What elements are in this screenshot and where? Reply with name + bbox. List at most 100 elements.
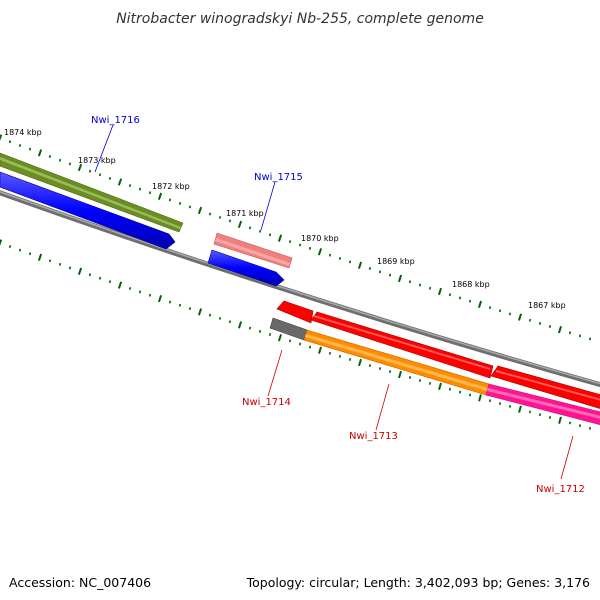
tick-mark-major xyxy=(237,220,243,229)
tick-mark-minor xyxy=(578,334,582,338)
tick-mark-minor xyxy=(508,404,512,408)
tick-mark-minor xyxy=(88,169,92,173)
tick-mark-major xyxy=(318,346,322,354)
tick-mark-minor xyxy=(48,155,52,159)
cog-bar-highlight xyxy=(215,238,290,266)
gene-labels: Nwi_1716 Nwi_1715 Nwi_1714 Nwi_1713 Nwi_… xyxy=(91,115,585,495)
gene-label-nwi-1715[interactable]: Nwi_1715 xyxy=(254,172,303,183)
gene-nwi-1715-arrow[interactable] xyxy=(207,249,285,287)
tick-mark-minor xyxy=(18,248,22,252)
tick-mark-major xyxy=(277,334,283,342)
gene-nwi-1714-cog-bar[interactable] xyxy=(269,317,308,341)
tick-mark-minor xyxy=(268,333,272,337)
leader-line xyxy=(94,124,114,173)
tick-mark-minor xyxy=(208,313,212,317)
tick-mark-major xyxy=(558,416,562,424)
tick-mark-minor xyxy=(28,147,32,151)
tick-mark-major xyxy=(317,248,323,256)
scale-ticks-outer xyxy=(0,134,592,341)
tick-mark-minor xyxy=(528,410,532,414)
tick-mark-major xyxy=(37,149,43,157)
tick-mark-major xyxy=(237,321,243,329)
tick-mark-minor xyxy=(258,229,262,233)
tick-label-1867: 1867 kbp xyxy=(528,301,566,310)
tick-mark-minor xyxy=(378,367,382,371)
tick-mark-major xyxy=(357,261,363,269)
tick-mark-minor xyxy=(548,325,552,329)
tick-mark-minor xyxy=(188,307,192,311)
leader-line xyxy=(560,435,574,480)
cog-track-reverse xyxy=(269,317,600,426)
tick-mark-minor xyxy=(328,351,332,355)
tick-mark-major xyxy=(437,287,443,296)
genome-backbone xyxy=(0,190,600,388)
tick-mark-major xyxy=(157,192,163,200)
tick-mark-minor xyxy=(188,205,192,209)
cds-arrow-highlight xyxy=(314,315,490,370)
cog-bar-highlight xyxy=(0,157,181,229)
tick-mark-minor xyxy=(298,243,302,247)
tick-mark-minor xyxy=(588,426,592,430)
tick-mark-major xyxy=(358,358,362,367)
tick-mark-major xyxy=(197,206,203,215)
tick-mark-major xyxy=(518,405,522,413)
genome-backbone-highlight xyxy=(0,190,600,385)
tick-mark-minor xyxy=(98,276,102,280)
cog-bar-highlight xyxy=(487,388,600,419)
tick-mark-major xyxy=(477,300,483,309)
tick-mark-minor xyxy=(448,387,452,391)
tick-mark-major xyxy=(37,253,43,261)
tick-mark-minor xyxy=(228,219,232,223)
tick-label-1874: 1874 kbp xyxy=(4,128,42,137)
tick-mark-minor xyxy=(458,390,462,394)
tick-mark-minor xyxy=(148,191,152,195)
tick-mark-major xyxy=(558,326,562,334)
tick-mark-minor xyxy=(98,173,102,177)
tick-mark-minor xyxy=(538,413,542,417)
tick-mark-minor xyxy=(68,266,72,270)
tick-mark-minor xyxy=(248,326,252,330)
tick-mark-major xyxy=(0,134,3,141)
tick-mark-minor xyxy=(218,215,222,219)
tick-mark-minor xyxy=(408,376,412,379)
gene-label-nwi-1713[interactable]: Nwi_1713 xyxy=(349,431,398,442)
tick-mark-minor xyxy=(388,370,392,374)
map-title: Nitrobacter winogradskyi Nb-255, complet… xyxy=(116,11,484,27)
tick-mark-minor xyxy=(308,246,312,250)
tick-mark-major xyxy=(517,313,523,321)
tick-mark-minor xyxy=(418,379,422,382)
tick-mark-minor xyxy=(538,321,542,325)
tick-mark-minor xyxy=(138,290,142,294)
cds-track-forward xyxy=(0,171,285,287)
gene-label-nwi-1714[interactable]: Nwi_1714 xyxy=(242,397,291,408)
tick-mark-minor xyxy=(88,273,92,277)
gene-label-nwi-1712[interactable]: Nwi_1712 xyxy=(536,484,585,495)
tick-mark-major xyxy=(77,267,83,275)
gene-nwi-1714-arrow[interactable] xyxy=(276,300,314,324)
tick-mark-minor xyxy=(178,303,182,307)
tick-mark-major xyxy=(478,394,482,402)
leader-line xyxy=(267,349,283,397)
tick-mark-minor xyxy=(568,421,572,425)
tick-mark-major xyxy=(117,281,123,289)
tick-mark-minor xyxy=(328,253,332,257)
tick-mark-minor xyxy=(168,300,172,304)
tick-mark-major xyxy=(0,239,3,246)
gene-nwi-1716-arrow[interactable] xyxy=(0,171,176,250)
tick-mark-minor xyxy=(568,331,572,335)
tick-mark-major xyxy=(438,382,442,390)
cog-track-forward xyxy=(0,152,293,269)
genome-summary-text: Topology: circular; Length: 3,402,093 bp… xyxy=(246,575,590,590)
tick-mark-minor xyxy=(588,337,592,341)
tick-mark-minor xyxy=(248,226,252,230)
tick-mark-minor xyxy=(348,260,352,264)
tick-mark-minor xyxy=(428,286,432,290)
tick-mark-minor xyxy=(58,158,62,162)
tick-mark-minor xyxy=(498,402,502,406)
tick-mark-minor xyxy=(48,259,52,263)
tick-mark-minor xyxy=(298,342,302,346)
gene-label-nwi-1716[interactable]: Nwi_1716 xyxy=(91,115,140,126)
tick-mark-minor xyxy=(468,299,472,303)
